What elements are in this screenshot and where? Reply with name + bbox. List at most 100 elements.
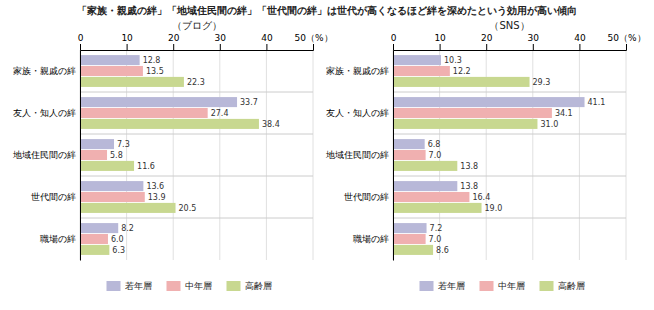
data-label: 7.0	[429, 151, 442, 160]
legend-swatch	[227, 281, 241, 291]
tick-mark	[80, 44, 81, 50]
bar	[393, 139, 425, 149]
grid-line	[626, 50, 627, 260]
data-label: 29.3	[533, 78, 551, 87]
tick-label: 職場の絆	[353, 234, 389, 244]
bar	[393, 245, 433, 255]
legend: 若年層 中年層 高齢層	[107, 281, 272, 291]
tick-label: 0	[391, 33, 397, 43]
axis-line	[80, 51, 81, 261]
tick-label: 30	[215, 33, 227, 43]
data-labels: 12.833.77.313.68.213.527.45.813.96.022.3…	[110, 56, 280, 255]
data-label: 6.8	[428, 140, 441, 149]
tick-label: 友人・知人の絆	[13, 108, 76, 118]
data-label: 19.0	[485, 204, 503, 213]
data-label: 41.1	[588, 98, 606, 107]
grid-line	[219, 50, 220, 260]
tick: 職場の絆	[353, 234, 393, 244]
tick-mark	[579, 44, 580, 50]
tick: 20	[168, 33, 180, 50]
group-separator	[393, 176, 626, 177]
group-separator	[393, 218, 626, 219]
tick: 30	[215, 33, 227, 50]
data-label: 6.0	[111, 235, 124, 244]
bars	[80, 55, 259, 255]
data-label: 7.3	[117, 140, 130, 149]
tick-mark	[626, 44, 627, 50]
data-label: 8.6	[436, 246, 449, 255]
tick: 友人・知人の絆	[13, 108, 80, 118]
bar	[80, 245, 109, 255]
bar	[393, 192, 469, 202]
tick-mark	[440, 44, 441, 50]
tick-mark	[486, 44, 487, 50]
bar	[80, 203, 176, 213]
legend-swatch	[107, 281, 121, 291]
tick: 地域住民間の絆	[325, 150, 393, 160]
tick-label: 地域住民間の絆	[12, 150, 76, 160]
legend-item: 中年層	[167, 281, 212, 291]
data-label: 38.4	[262, 120, 280, 129]
bar	[393, 77, 530, 87]
legend-item: 中年層	[480, 281, 525, 291]
tick: 20	[481, 33, 493, 50]
bar	[80, 192, 145, 202]
bar	[80, 77, 184, 87]
bar	[393, 55, 441, 65]
data-labels: 10.341.16.813.87.212.234.17.016.47.029.3…	[428, 56, 606, 255]
bar	[393, 161, 457, 171]
tick-label: 20	[481, 33, 493, 43]
grid-line	[393, 50, 394, 260]
tick-mark	[173, 44, 174, 50]
tick-label: 友人・知人の絆	[326, 108, 389, 118]
legend-swatch	[167, 281, 181, 291]
tick: 友人・知人の絆	[326, 108, 393, 118]
bar	[80, 181, 143, 191]
bar	[80, 55, 140, 65]
grid-line	[579, 50, 580, 260]
bar	[80, 66, 143, 76]
bar	[393, 181, 457, 191]
legend-label: 中年層	[185, 281, 212, 291]
data-label: 8.2	[121, 224, 134, 233]
bar	[80, 161, 134, 171]
tick: 世代間の絆	[31, 192, 80, 202]
bars	[393, 55, 585, 255]
data-label: 34.1	[555, 109, 573, 118]
group-separator	[80, 218, 313, 219]
subtitle: （ブログ）	[172, 20, 222, 31]
tick: 0	[78, 33, 84, 50]
tick: 40	[574, 33, 586, 50]
legend-swatch	[420, 281, 434, 291]
tick-label: 地域住民間の絆	[325, 150, 389, 160]
tick: 50（%）	[294, 33, 332, 50]
bar	[393, 203, 482, 213]
tick-label: 50（%）	[607, 33, 645, 43]
legend-label: 高齢層	[245, 281, 272, 291]
group-separator	[80, 134, 313, 135]
bar	[80, 119, 259, 129]
tick-label: 0	[78, 33, 84, 43]
data-label: 13.6	[146, 182, 164, 191]
tick: 家族・親戚の絆	[13, 66, 80, 76]
tick: 40	[261, 33, 273, 50]
tick-label: 40	[574, 33, 586, 43]
grid-line	[80, 50, 81, 260]
legend: 若年層中年層高齢層	[420, 281, 585, 291]
data-label: 6.3	[112, 246, 125, 255]
tick-label: 世代間の絆	[344, 192, 389, 202]
tick-label: 家族・親戚の絆	[326, 66, 389, 76]
legend-label: 高齢層	[558, 281, 585, 291]
legend-item: 若年層	[107, 281, 152, 291]
bar	[80, 234, 108, 244]
tick-mark	[127, 44, 128, 50]
y-axis: 家族・親戚の絆友人・知人の絆地域住民間の絆世代間の絆職場の絆	[12, 51, 81, 261]
data-label: 13.8	[460, 162, 478, 171]
bar	[393, 66, 450, 76]
tick-label: 10	[434, 33, 446, 43]
tick-mark	[313, 44, 314, 50]
data-label: 13.5	[146, 67, 164, 76]
axis-line	[81, 44, 314, 51]
group-separator	[80, 176, 313, 177]
panel: （SNS）10.341.16.813.87.212.234.17.016.47.…	[325, 20, 646, 291]
